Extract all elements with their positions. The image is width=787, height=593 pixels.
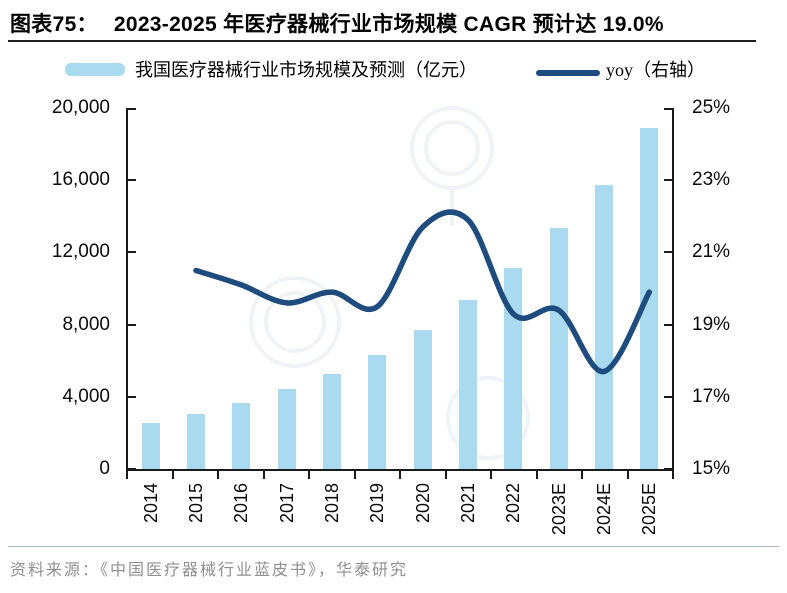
x-axis-tick: [172, 471, 174, 479]
x-axis-label-2022: 2022: [503, 483, 523, 524]
x-axis-tick: [399, 471, 401, 479]
footer-separator: [8, 546, 779, 547]
x-axis-tick: [308, 471, 310, 479]
bar-2020: [414, 330, 432, 469]
bar-2019: [368, 355, 386, 469]
x-axis-tick: [672, 471, 674, 479]
x-axis-tick: [263, 471, 265, 479]
legend-line-label: yoy（右轴）: [606, 60, 705, 80]
left-axis-tick: [128, 251, 136, 253]
right-axis-tick: [664, 396, 672, 398]
y-axis-label-right-3: 19%: [692, 313, 731, 335]
x-axis-label-2014: 2014: [141, 483, 161, 524]
x-axis-label-2025E: 2025E: [639, 483, 659, 536]
bar-2015: [187, 414, 205, 469]
yoy-line: [193, 209, 653, 375]
x-axis-tick: [217, 471, 219, 479]
x-axis-tick: [627, 471, 629, 479]
x-axis-tick: [126, 471, 128, 479]
y-axis-label-left-0: 20,000: [51, 97, 110, 118]
yoy-line-chart: [193, 209, 653, 375]
bar-2024E: [595, 185, 613, 469]
right-axis-tick: [664, 179, 672, 181]
right-axis-tick: [664, 251, 672, 253]
chart-plot-area: [126, 108, 674, 471]
bar-2017: [278, 389, 296, 469]
legend-bar-label: 我国医疗器械行业市场规模及预测（亿元）: [135, 60, 477, 80]
right-axis-tick: [664, 108, 672, 110]
x-axis-label-2017: 2017: [277, 483, 297, 524]
bar-2014: [142, 423, 160, 469]
x-axis-label-2021: 2021: [458, 483, 478, 524]
left-axis-tick: [128, 179, 136, 181]
y-axis-label-right-5: 15%: [692, 458, 731, 479]
page-title: 图表75： 2023-2025 年医疗器械行业市场规模 CAGR 预计达 19.0…: [10, 8, 664, 38]
x-axis-tick: [536, 471, 538, 479]
x-axis-label-2024E: 2024E: [594, 483, 614, 536]
y-axis-label-right-4: 17%: [692, 385, 731, 407]
x-axis-tick: [490, 471, 492, 479]
bar-2016: [232, 403, 250, 469]
left-axis-tick: [128, 108, 136, 110]
source-note: 资料来源：《中国医疗器械行业蓝皮书》，华泰研究: [10, 562, 409, 579]
y-axis-label-left-5: 0: [99, 458, 110, 479]
x-axis-tick: [581, 471, 583, 479]
legend-line-swatch: [536, 70, 600, 76]
x-axis-tick: [354, 471, 356, 479]
x-axis-label-2020: 2020: [413, 483, 433, 524]
left-axis-tick: [128, 396, 136, 398]
x-axis-label-2019: 2019: [367, 483, 387, 524]
bar-2021: [459, 300, 477, 469]
figure-title-text: 2023-2025 年医疗器械行业市场规模 CAGR 预计达 19.0%: [113, 13, 664, 36]
title-underline: [8, 40, 756, 42]
y-axis-label-right-1: 23%: [692, 169, 731, 191]
y-axis-label-right-0: 25%: [692, 97, 731, 118]
figure-number-label: 图表75：: [10, 13, 98, 36]
y-axis-label-left-1: 16,000: [51, 169, 110, 191]
x-axis-label-2018: 2018: [322, 483, 342, 524]
left-axis-tick: [128, 468, 136, 470]
y-axis-label-right-2: 21%: [692, 241, 731, 263]
x-axis-label-2015: 2015: [186, 483, 206, 524]
y-axis-label-left-3: 8,000: [62, 313, 110, 335]
bar-2023E: [550, 228, 568, 469]
right-axis-tick: [664, 468, 672, 470]
left-axis-tick: [128, 324, 136, 326]
x-axis-tick: [445, 471, 447, 479]
bar-2018: [323, 374, 341, 469]
right-axis-tick: [664, 324, 672, 326]
x-axis-label-2016: 2016: [231, 483, 251, 524]
y-axis-label-left-2: 12,000: [51, 241, 110, 263]
x-axis-label-2023E: 2023E: [549, 483, 569, 536]
legend-bar-swatch: [65, 63, 125, 76]
y-axis-label-left-4: 4,000: [62, 385, 110, 407]
